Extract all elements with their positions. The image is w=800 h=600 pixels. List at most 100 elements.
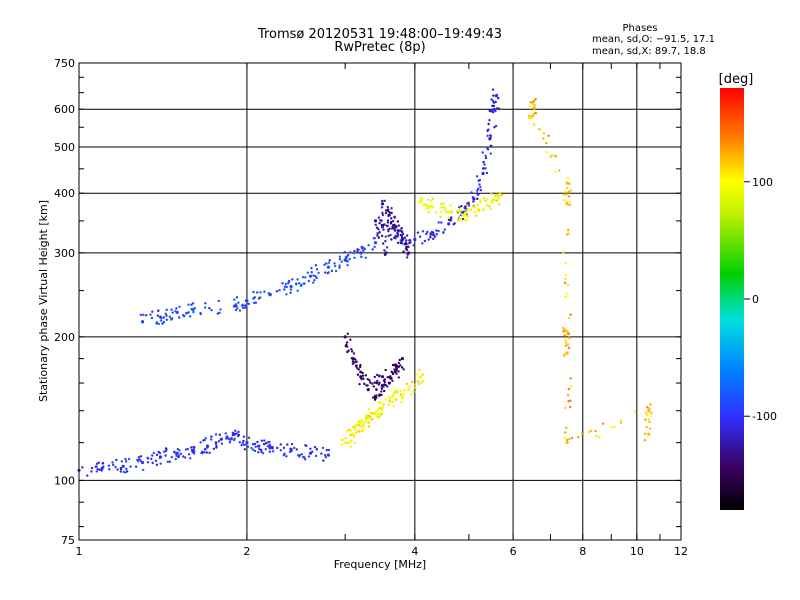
echo-point [304,276,307,279]
echo-point [386,219,390,222]
echo-point [388,376,392,380]
echo-point [159,462,162,465]
echo-points [77,88,653,477]
echo-point [305,444,308,448]
echo-point [285,293,288,296]
echo-point [395,366,398,369]
echo-point [545,150,548,154]
echo-point [595,434,598,438]
echo-point [234,429,237,432]
echo-point [346,332,349,335]
echo-point [427,238,430,241]
echo-point [325,448,329,452]
echo-point [350,347,353,351]
y-tick-label: 400 [54,187,75,200]
echo-point [296,278,299,281]
echo-point [236,307,239,310]
echo-point [393,216,396,219]
echo-point [466,215,469,218]
echo-point [150,457,153,461]
echo-point [296,289,299,292]
echo-point [394,363,397,366]
echo-point [327,448,331,452]
echo-point [527,117,530,120]
echo-point [377,375,381,378]
echo-point [564,261,567,265]
echo-point [373,241,378,245]
echo-point [372,236,376,240]
echo-point [648,407,651,410]
echo-point [384,211,388,215]
echo-point [479,199,482,202]
echo-point [353,441,357,445]
echo-point [150,316,154,320]
echo-point [455,210,459,213]
y-tick-label: 300 [54,247,75,260]
echo-point [494,100,497,104]
echo-point [376,234,379,237]
echo-point [449,204,452,207]
echo-point [279,448,282,452]
echo-point [358,383,361,386]
echo-point [165,318,169,321]
echo-point [203,438,206,442]
echo-point [357,429,360,433]
colorbar-tick-label: 100 [752,176,773,189]
echo-point [187,311,190,314]
echo-point [112,463,115,467]
echo-point [542,137,545,140]
x-tick-label: 6 [510,545,517,558]
echo-point [125,467,128,471]
y-tick-label: 75 [61,534,75,547]
echo-point [165,308,168,312]
echo-point [353,425,356,429]
echo-point [382,385,385,388]
echo-point [262,442,266,446]
echo-point [380,223,384,227]
echo-point [375,381,378,385]
echo-point [643,432,647,436]
echo-point [315,447,318,451]
echo-point [233,298,236,301]
echo-point [486,198,489,201]
echo-point [418,235,422,238]
echo-point [320,452,323,455]
echo-point [373,375,376,379]
echo-point [380,206,384,209]
echo-point [471,195,475,199]
echo-point [587,430,591,434]
echo-point [307,279,311,283]
echo-point [375,226,379,229]
echo-point [377,228,380,231]
echo-point [562,193,566,196]
echo-point [493,198,496,202]
echo-point [164,312,167,315]
echo-point [377,383,380,386]
echo-point [390,211,393,215]
echo-point [269,444,272,448]
echo-point [323,263,326,266]
echo-point [282,446,286,450]
echo-point [397,376,401,379]
echo-point [156,314,160,317]
echo-point [324,456,328,459]
echo-point [413,237,417,242]
echo-point [647,409,651,413]
echo-point [310,450,314,454]
echo-point [568,316,571,320]
echo-point [613,425,616,429]
echo-point [386,205,389,209]
echo-point [373,219,378,223]
echo-point [457,209,461,212]
echo-point [494,194,497,198]
echo-point [421,197,424,200]
echo-point [119,467,123,470]
echo-point [364,416,368,419]
echo-point [553,154,556,157]
echo-point [391,394,395,397]
echo-point [346,259,349,263]
echo-point [289,288,293,291]
echo-point [400,395,403,398]
echo-point [219,437,223,441]
